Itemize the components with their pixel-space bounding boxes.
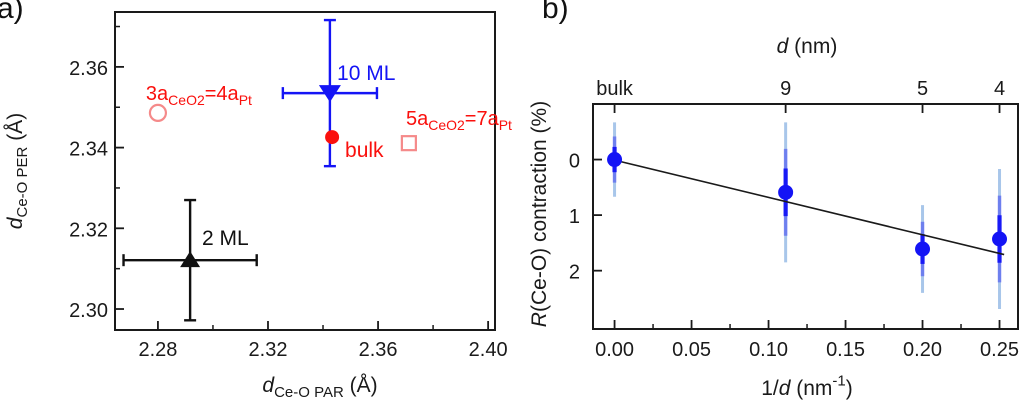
top-tick-label: 9 [780,78,791,100]
y-tick-label: 0 [569,151,580,173]
x-tick-label: 2.28 [138,339,177,361]
y-tick-label: 2 [569,262,580,284]
fit-line [618,160,1005,256]
annotation-bulk: bulk [345,139,384,162]
x-axis-label: 1/d (nm-1) [761,373,853,400]
y-tick-label: 2.30 [69,300,108,322]
x-tick-label: 2.32 [249,339,288,361]
x-axis-label: dCe-O PAR (Å) [262,374,377,401]
y-tick-label: 2.34 [69,139,108,161]
annotation-5a-ceo2-7a-pt: 5aCeO2=7aPt [406,108,512,133]
annotation-10-ml: 10 ML [337,62,395,85]
x-tick-label: 2.36 [359,339,398,361]
top-axis-label: d (nm) [777,35,838,58]
data-point-0 [607,152,623,168]
y-tick-label: 1 [569,206,580,228]
y-tick-label: 2.32 [69,219,108,241]
annotation-2-ml: 2 ML [202,227,249,250]
y-axis-label: R(Ce-O) contraction (%) [528,101,551,327]
marker-5a-ceo2-7a-pt [400,135,417,152]
plot-box [592,103,1019,330]
panel-a-chart: 2.28 2.32 2.36 2.40 2.30 2.32 2.34 2.36 dCe-O PA… [4,11,512,401]
x-tick-label: 0.00 [595,339,634,361]
x-tick-label: 0.10 [749,339,788,361]
panel-a-label: a) [0,0,24,25]
data-point-2 [915,241,931,257]
panel-b-label: b) [542,0,569,25]
x-tick-label: 0.20 [903,339,942,361]
top-tick-label: 4 [994,78,1005,100]
plot-box [114,11,496,331]
x-tick-label: 0.25 [980,339,1019,361]
data-point-3 [992,231,1008,247]
x-tick-label: 0.15 [826,339,865,361]
marker-bulk [325,130,340,145]
data-point-1 [778,184,794,200]
annotation-3a-ceo2-4a-pt: 3aCeO2=4aPt [146,83,252,108]
marker-3a-ceo2-4a-pt [148,103,168,122]
top-tick-label: 5 [917,78,928,100]
y-tick-label: 2.36 [69,58,108,80]
marker-10-ml [318,85,341,103]
x-tick-label: 2.40 [469,339,508,361]
x-tick-label: 0.05 [672,339,711,361]
y-axis-label: dCe-O PER (Å) [4,113,31,229]
marker-2-ml [180,251,201,268]
top-tick-label: bulk [596,78,634,100]
panel-b-chart: 0.00 0.05 0.10 0.15 0.20 0.25 0 1 2 bulk 9 5 4 1/d (n… [528,35,1019,400]
